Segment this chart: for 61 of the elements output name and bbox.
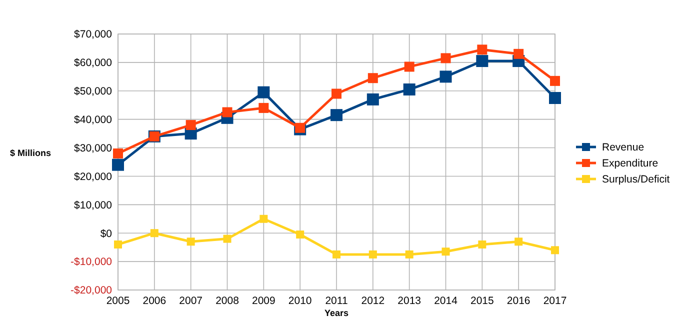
point xyxy=(186,238,195,246)
y-tick-label: $50,000 xyxy=(74,86,112,98)
point xyxy=(476,55,488,68)
x-tick-label: 2016 xyxy=(506,295,530,307)
x-tick-label: 2014 xyxy=(434,295,458,307)
x-tick-label: 2006 xyxy=(142,295,166,307)
x-tick-label: 2017 xyxy=(543,295,567,307)
y-axis-title: $ Millions xyxy=(10,148,52,158)
point xyxy=(368,73,378,84)
y-tick-label: $30,000 xyxy=(74,142,112,154)
point xyxy=(332,88,342,99)
point xyxy=(404,62,414,72)
x-tick-label: 2012 xyxy=(361,295,385,307)
point xyxy=(550,76,560,86)
point xyxy=(223,234,232,243)
point xyxy=(551,246,559,254)
point xyxy=(222,107,232,118)
point xyxy=(405,250,414,258)
point xyxy=(258,86,270,98)
x-tick-label: 2008 xyxy=(216,295,240,307)
point xyxy=(112,158,124,171)
point xyxy=(258,102,269,113)
point xyxy=(440,70,452,83)
y-tick-label: $40,000 xyxy=(74,114,112,126)
point xyxy=(150,229,158,238)
legend-label: Surplus/Deficit xyxy=(602,174,670,186)
y-tick-label: -$20,000 xyxy=(70,284,112,297)
y-tick-label: $70,000 xyxy=(74,28,112,41)
point xyxy=(478,240,486,248)
legend-label: Expenditure xyxy=(602,158,658,170)
point xyxy=(260,214,268,223)
x-tick-label: 2005 xyxy=(106,295,130,307)
point xyxy=(113,148,123,158)
y-tick-label: $0 xyxy=(100,228,112,240)
point xyxy=(514,238,523,246)
point xyxy=(514,48,524,59)
x-tick-label: 2010 xyxy=(288,295,312,307)
point xyxy=(330,109,342,122)
point xyxy=(296,230,304,239)
point xyxy=(442,248,450,256)
x-axis-title: Years xyxy=(324,308,349,318)
x-tick-label: 2009 xyxy=(252,295,276,307)
point xyxy=(114,240,122,248)
x-tick-label: 2007 xyxy=(179,295,203,307)
point xyxy=(477,44,488,55)
y-tick-label: -$10,000 xyxy=(70,256,112,268)
x-tick-label: 2013 xyxy=(398,295,422,307)
point xyxy=(403,83,416,96)
y-tick-label: $20,000 xyxy=(74,170,112,183)
legend-label: Revenue xyxy=(602,142,644,154)
y-tick-label: $60,000 xyxy=(74,57,112,70)
point xyxy=(368,250,377,258)
x-tick-label: 2015 xyxy=(470,295,494,307)
point xyxy=(549,92,561,104)
point xyxy=(366,93,379,106)
x-tick-label: 2011 xyxy=(325,295,348,307)
point xyxy=(295,122,306,133)
y-tick-label: $10,000 xyxy=(74,199,112,212)
point xyxy=(332,250,340,258)
point xyxy=(186,120,196,130)
point xyxy=(440,53,451,64)
